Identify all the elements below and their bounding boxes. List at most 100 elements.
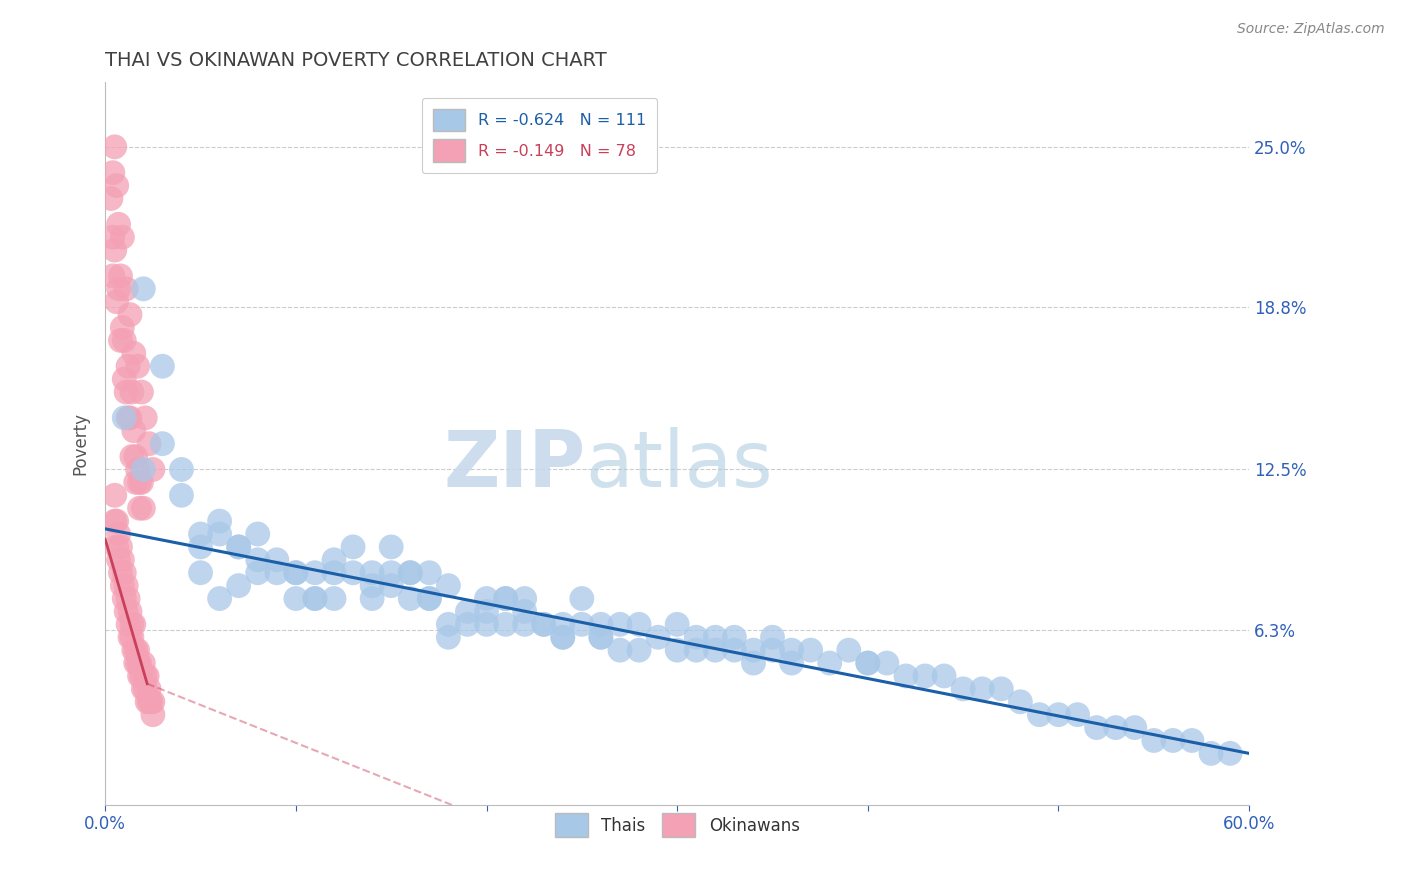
Point (551, 617, 574, 632)
Point (475, 591, 498, 606)
Point (115, 579, 138, 593)
Point (323, 553, 346, 567)
Point (475, 604, 498, 618)
Point (117, 410, 139, 425)
Point (361, 566, 384, 580)
Point (1066, 707, 1088, 722)
Point (208, 527, 231, 541)
Point (117, 617, 139, 632)
Point (104, 243, 127, 257)
Text: ZIP: ZIP (443, 427, 586, 503)
Point (122, 346, 145, 360)
Point (152, 359, 174, 374)
Point (128, 669, 150, 683)
Point (1219, 747, 1241, 761)
Point (589, 630, 612, 644)
Point (647, 630, 669, 644)
Point (361, 579, 384, 593)
Legend: Thais, Okinawans: Thais, Okinawans (548, 806, 807, 844)
Point (418, 566, 440, 580)
Point (742, 656, 765, 670)
Point (418, 591, 440, 606)
Point (101, 268, 124, 283)
Point (380, 579, 402, 593)
Point (475, 617, 498, 632)
Point (110, 566, 132, 580)
Point (323, 566, 346, 580)
Point (589, 617, 612, 632)
Text: atlas: atlas (586, 427, 773, 503)
Point (127, 462, 149, 476)
Point (533, 617, 555, 632)
Point (125, 643, 148, 657)
Point (105, 514, 128, 528)
Point (122, 643, 145, 657)
Point (437, 617, 460, 632)
Point (131, 385, 153, 400)
Point (972, 681, 994, 696)
Point (246, 527, 269, 541)
Point (761, 630, 783, 644)
Point (666, 617, 689, 632)
Point (609, 617, 631, 632)
Point (190, 540, 212, 554)
Point (142, 707, 165, 722)
Point (723, 643, 745, 657)
Point (115, 282, 138, 296)
Point (1085, 721, 1108, 735)
Point (190, 527, 212, 541)
Point (666, 643, 689, 657)
Point (134, 410, 156, 425)
Point (495, 591, 517, 606)
Point (533, 617, 555, 632)
Point (704, 630, 727, 644)
Point (1028, 707, 1050, 722)
Point (117, 591, 139, 606)
Point (685, 643, 707, 657)
Point (342, 540, 364, 554)
Point (104, 488, 127, 502)
Point (131, 669, 153, 683)
Point (437, 630, 460, 644)
Point (107, 527, 129, 541)
Point (551, 630, 574, 644)
Point (107, 553, 129, 567)
Point (208, 591, 231, 606)
Point (246, 566, 269, 580)
Point (110, 334, 132, 348)
Point (513, 604, 536, 618)
Point (111, 553, 134, 567)
Point (101, 166, 124, 180)
Point (112, 410, 135, 425)
Point (1199, 747, 1222, 761)
Point (551, 630, 574, 644)
Point (284, 591, 307, 606)
Point (284, 566, 307, 580)
Point (838, 643, 860, 657)
Point (456, 604, 478, 618)
Point (132, 462, 155, 476)
Point (115, 385, 138, 400)
Point (228, 579, 250, 593)
Point (571, 617, 593, 632)
Point (780, 656, 803, 670)
Point (104, 514, 127, 528)
Point (704, 643, 727, 657)
Point (800, 643, 823, 657)
Point (399, 591, 422, 606)
Point (127, 656, 149, 670)
Point (361, 591, 384, 606)
Point (1161, 733, 1184, 747)
Point (142, 462, 165, 476)
Point (380, 540, 402, 554)
Point (571, 591, 593, 606)
Point (121, 630, 143, 644)
Point (136, 669, 159, 683)
Point (117, 359, 139, 374)
Point (990, 681, 1012, 696)
Point (118, 410, 141, 425)
Point (142, 695, 165, 709)
Point (589, 630, 612, 644)
Point (128, 475, 150, 490)
Point (437, 579, 460, 593)
